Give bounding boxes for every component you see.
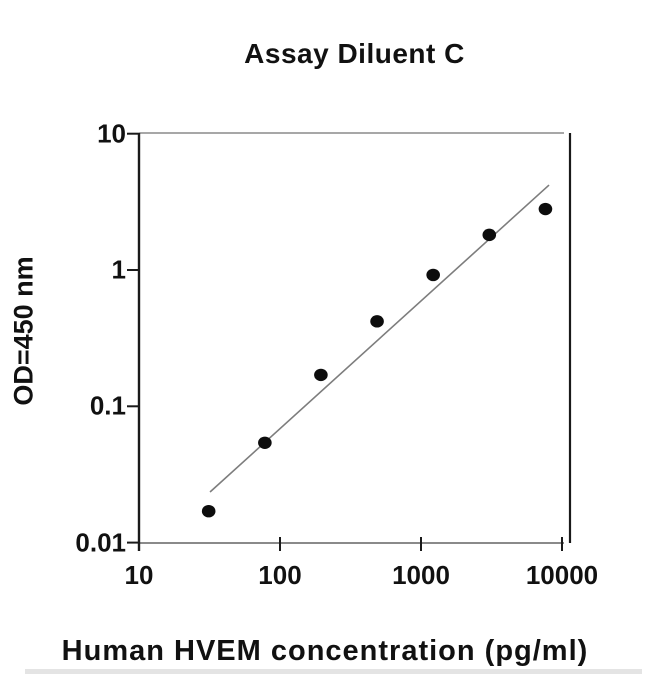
data-point <box>370 315 384 328</box>
chart-title: Assay Diluent C <box>244 38 465 69</box>
x-tick-label: 100 <box>258 560 302 590</box>
y-tick-label: 0.1 <box>89 390 126 421</box>
x-tick-label: 1000 <box>392 560 450 590</box>
data-point <box>314 368 328 382</box>
bottom-edge-artifact <box>25 669 642 674</box>
data-point <box>426 268 440 282</box>
y-tick-label: 0.01 <box>75 527 126 558</box>
data-point <box>258 436 272 449</box>
x-axis-title: Human HVEM concentration (pg/ml) <box>61 635 589 667</box>
y-tick-label: 1 <box>111 254 126 285</box>
x-tick-label: 10000 <box>525 560 599 590</box>
y-tick-label: 10 <box>97 118 126 149</box>
data-point <box>201 504 216 518</box>
x-tick-label: 10 <box>124 560 154 590</box>
data-point <box>538 202 553 216</box>
data-point <box>482 228 497 242</box>
